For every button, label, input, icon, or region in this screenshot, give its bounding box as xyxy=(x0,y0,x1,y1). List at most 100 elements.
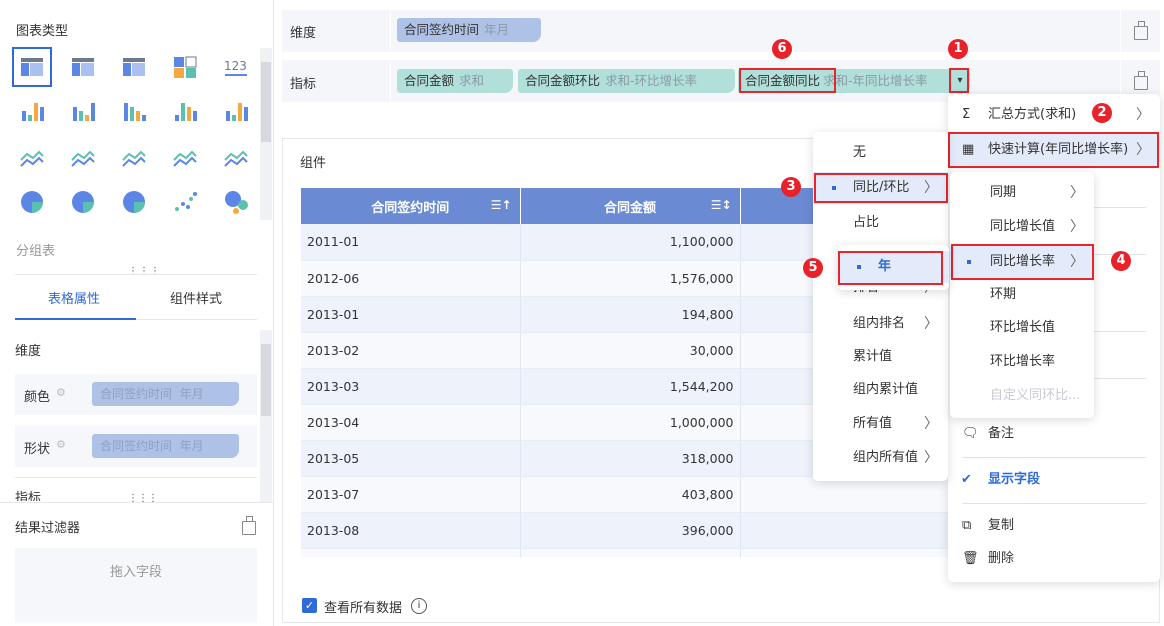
lock-icon[interactable] xyxy=(242,516,256,535)
menu-item-compare[interactable]: 同比增长率〉 xyxy=(950,246,1094,278)
bubble-chart-icon[interactable] xyxy=(223,189,249,215)
column-header-amount[interactable]: 合同金额 ☰↕ xyxy=(520,188,741,224)
tab-component-style[interactable]: 组件样式 xyxy=(170,292,223,307)
bar-grouped-chart-icon[interactable] xyxy=(19,99,45,125)
copy-icon: ⧉ xyxy=(962,518,972,533)
filter-title: 结果过滤器 xyxy=(15,521,81,536)
menu-item-compare: 自定义同环比... xyxy=(990,388,1081,403)
shape-label: 形状 xyxy=(24,442,51,457)
menu-item-delete[interactable]: 🗑 删除 xyxy=(948,543,1160,575)
table-cell: 30,000 xyxy=(520,332,741,369)
bar-waterfall-chart-icon[interactable] xyxy=(223,99,249,125)
table-group-chart-icon[interactable] xyxy=(121,54,147,80)
scatter-chart-icon[interactable] xyxy=(172,189,198,215)
resize-handle[interactable]: ⋮⋮⋮ xyxy=(128,493,158,504)
dimension-pill[interactable]: 合同签约时间 年月 xyxy=(397,18,541,42)
menu-item-compare[interactable]: 环比增长率 xyxy=(990,354,1056,369)
trash-icon: 🗑 xyxy=(962,551,979,566)
compare-submenu: 同期〉同比增长值〉同比增长率〉环期环比增长值环比增长率自定义同环比... xyxy=(950,172,1094,418)
line-cross-chart-icon[interactable] xyxy=(70,144,96,170)
chart-type-title: 图表类型 xyxy=(16,24,69,39)
menu-item-calc[interactable]: 组内累计值 xyxy=(853,382,919,397)
table-cell: 2013-05 xyxy=(301,440,521,477)
pie-rose-chart-icon[interactable] xyxy=(70,189,96,215)
menu-item-copy[interactable]: ⧉ 复制 xyxy=(948,510,1160,542)
dimension-row: 维度 合同签约时间 年月 xyxy=(282,10,1160,52)
ring-chart-icon[interactable] xyxy=(121,189,147,215)
menu-item-calc[interactable]: 占比 xyxy=(853,215,880,230)
menu-item-calc[interactable]: 组内所有值〉 xyxy=(853,450,938,466)
table-cell: 2013-02 xyxy=(301,332,521,369)
dropdown-arrow-icon[interactable]: ▾ xyxy=(951,70,969,92)
bar-horizontal-chart-icon[interactable] xyxy=(172,99,198,125)
menu-item-compare[interactable]: 环期 xyxy=(990,287,1017,302)
table-cross-chart-icon[interactable] xyxy=(70,54,96,80)
lock-icon[interactable] xyxy=(1134,71,1148,90)
step-badge-6: 6 xyxy=(772,39,792,59)
menu-item-quick-calc[interactable]: ▦ 快速计算(年同比增长率) 〉 xyxy=(948,134,1160,166)
step-badge-1: 1 xyxy=(948,39,968,59)
chart-type-scrollbar[interactable] xyxy=(260,48,272,220)
shape-field-row: 形状 ⚙ 合同签约时间 年月 xyxy=(15,426,257,467)
metric-row: 指标 合同金额 求和 合同金额环比 求和-环比增长率 合同金额同比 求和-年同比增长率… xyxy=(282,60,1160,102)
line-chart-icon[interactable] xyxy=(19,144,45,170)
highlight-box-3 xyxy=(814,173,948,203)
metric-pill-amount[interactable]: 合同金额 求和 xyxy=(397,69,513,93)
column-header-date[interactable]: 合同签约时间 ☰↑ xyxy=(301,188,521,224)
menu-item-calc[interactable]: 同比/环比〉 xyxy=(813,172,948,204)
menu-item-calc[interactable]: 组内排名〉 xyxy=(853,316,938,332)
table-detail-chart-icon[interactable] xyxy=(12,47,52,87)
menu-item-show-field[interactable]: ✔ 显示字段 xyxy=(948,464,1160,496)
table-cell: 1,000,000 xyxy=(520,404,741,441)
sort-asc-icon[interactable]: ☰↑ xyxy=(490,198,512,212)
calculator-icon: ▦ xyxy=(962,142,975,157)
menu-item-year[interactable]: 年 xyxy=(838,251,949,283)
gauge-chart-icon[interactable] xyxy=(223,144,249,170)
table-cell: 2011-01 xyxy=(301,224,521,261)
table-cell: 318,000 xyxy=(520,440,741,477)
left-panel: 图表类型 123 分组表 ⋮⋮⋮ 表格属性 组件样式 维度 颜色 ⚙ 合同签约时间… xyxy=(0,0,274,626)
metric-pill-mom[interactable]: 合同金额环比 求和-环比增长率 xyxy=(518,69,735,93)
table-cell: 1,544,200 xyxy=(520,368,741,405)
dimension-label: 维度 xyxy=(290,26,317,41)
highlight-box-2 xyxy=(948,132,1159,168)
number-kpi-chart-icon[interactable]: 123 xyxy=(223,54,249,80)
table-cell xyxy=(520,548,741,557)
menu-item-note[interactable]: 🗨 备注 xyxy=(948,418,1160,450)
menu-item-aggregation[interactable]: Σ 汇总方式(求和) 〉 xyxy=(948,99,1160,131)
sort-icon[interactable]: ☰↕ xyxy=(710,198,732,212)
info-icon[interactable]: i xyxy=(411,598,427,614)
menu-item-calc[interactable]: 累计值 xyxy=(853,349,893,364)
radar-chart-icon[interactable] xyxy=(121,144,147,170)
resize-handle[interactable]: ⋮⋮⋮ xyxy=(128,266,161,277)
menu-item-calc[interactable]: 无 xyxy=(853,145,867,160)
menu-item-compare[interactable]: 同比增长值〉 xyxy=(990,219,1084,235)
menu-item-calc[interactable]: 所有值〉 xyxy=(853,416,938,432)
table-cell: 1,100,000 xyxy=(520,224,741,261)
bar-multi-chart-icon[interactable] xyxy=(70,99,96,125)
bar-colored-chart-icon[interactable] xyxy=(121,99,147,125)
pie-chart-icon[interactable] xyxy=(19,189,45,215)
sigma-icon: Σ xyxy=(962,107,971,122)
menu-item-compare[interactable]: 环比增长值 xyxy=(990,320,1056,335)
table-cell: 2013-07 xyxy=(301,476,521,513)
view-all-checkbox[interactable]: ✓ xyxy=(302,598,317,613)
highlight-box-4 xyxy=(951,244,1094,280)
highlight-box-6 xyxy=(739,68,836,93)
check-icon: ✔ xyxy=(961,472,972,487)
table-cell: 194,800 xyxy=(520,296,741,333)
properties-scrollbar[interactable] xyxy=(260,330,272,502)
color-field-pill[interactable]: 合同签约时间 年月 xyxy=(92,382,239,406)
gear-icon[interactable]: ⚙ xyxy=(56,438,66,451)
metric-pill-yoy[interactable]: 合同金额同比 求和-年同比增长率 xyxy=(738,69,970,93)
tab-table-properties[interactable]: 表格属性 xyxy=(48,292,101,307)
area-chart-icon[interactable] xyxy=(172,144,198,170)
lock-icon[interactable] xyxy=(1134,21,1148,40)
filter-drop-area[interactable]: 拖入字段 xyxy=(15,548,257,622)
gear-icon[interactable]: ⚙ xyxy=(56,386,66,399)
dimension-label: 维度 xyxy=(15,344,42,359)
table-row: 2013-03 1,544,200 xyxy=(301,368,1135,405)
treemap-chart-icon[interactable] xyxy=(172,54,198,80)
menu-item-compare[interactable]: 同期〉 xyxy=(990,185,1084,201)
shape-field-pill[interactable]: 合同签约时间 年月 xyxy=(92,434,239,458)
